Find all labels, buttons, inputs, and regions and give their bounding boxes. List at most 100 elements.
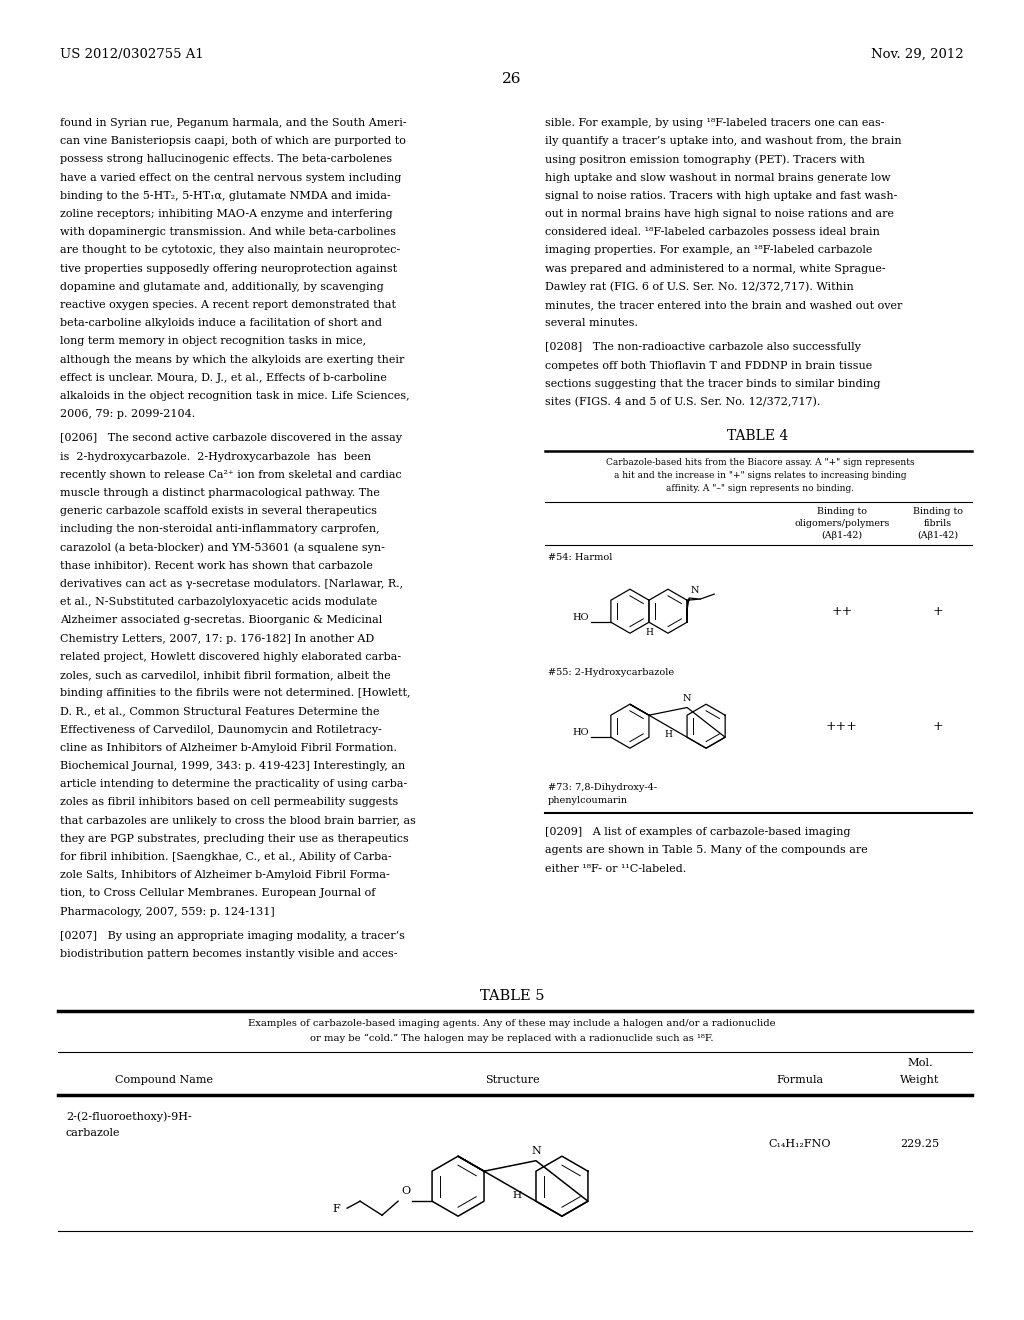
Text: generic carbazole scaffold exists in several therapeutics: generic carbazole scaffold exists in sev… <box>60 506 377 516</box>
Text: [0207]   By using an appropriate imaging modality, a tracer’s: [0207] By using an appropriate imaging m… <box>60 931 404 941</box>
Text: [0209]   A list of examples of carbazole-based imaging: [0209] A list of examples of carbazole-b… <box>545 828 851 837</box>
Text: sections suggesting that the tracer binds to similar binding: sections suggesting that the tracer bind… <box>545 379 881 389</box>
Text: affinity. A "–" sign represents no binding.: affinity. A "–" sign represents no bindi… <box>666 484 854 494</box>
Text: D. R., et al., Common Structural Features Determine the: D. R., et al., Common Structural Feature… <box>60 706 380 717</box>
Text: using positron emission tomography (PET). Tracers with: using positron emission tomography (PET)… <box>545 154 865 165</box>
Text: for fibril inhibition. [Saengkhae, C., et al., Ability of Carba-: for fibril inhibition. [Saengkhae, C., e… <box>60 851 391 862</box>
Text: sites (FIGS. 4 and 5 of U.S. Ser. No. 12/372,717).: sites (FIGS. 4 and 5 of U.S. Ser. No. 12… <box>545 397 820 408</box>
Text: zoles as fibril inhibitors based on cell permeability suggests: zoles as fibril inhibitors based on cell… <box>60 797 398 808</box>
Text: possess strong hallucinogenic effects. The beta-carbolenes: possess strong hallucinogenic effects. T… <box>60 154 392 165</box>
Text: [0208]   The non-radioactive carbazole also successfully: [0208] The non-radioactive carbazole als… <box>545 342 861 352</box>
Text: Structure: Structure <box>484 1076 540 1085</box>
Text: or may be “cold.” The halogen may be replaced with a radionuclide such as ¹⁸F.: or may be “cold.” The halogen may be rep… <box>310 1034 714 1043</box>
Text: either ¹⁸F- or ¹¹C-labeled.: either ¹⁸F- or ¹¹C-labeled. <box>545 863 686 874</box>
Text: competes off both Thioflavin T and FDDNP in brain tissue: competes off both Thioflavin T and FDDNP… <box>545 360 872 371</box>
Text: high uptake and slow washout in normal brains generate low: high uptake and slow washout in normal b… <box>545 173 891 182</box>
Text: Nov. 29, 2012: Nov. 29, 2012 <box>871 48 964 61</box>
Text: +: + <box>933 719 943 733</box>
Text: Binding to: Binding to <box>817 507 867 516</box>
Text: although the means by which the alkyloids are exerting their: although the means by which the alkyloid… <box>60 355 404 364</box>
Text: including the non-steroidal anti-inflammatory carprofen,: including the non-steroidal anti-inflamm… <box>60 524 380 535</box>
Text: Biochemical Journal, 1999, 343: p. 419-423] Interestingly, an: Biochemical Journal, 1999, 343: p. 419-4… <box>60 762 406 771</box>
Text: N: N <box>683 694 691 704</box>
Text: dopamine and glutamate and, additionally, by scavenging: dopamine and glutamate and, additionally… <box>60 281 384 292</box>
Text: #73: 7,8-Dihydroxy-4-: #73: 7,8-Dihydroxy-4- <box>548 783 657 792</box>
Text: H: H <box>512 1191 521 1200</box>
Text: (Aβ1-42): (Aβ1-42) <box>821 531 862 540</box>
Text: long term memory in object recognition tasks in mice,: long term memory in object recognition t… <box>60 337 367 346</box>
Text: +: + <box>933 605 943 618</box>
Text: derivatives can act as γ-secretase modulators. [Narlawar, R.,: derivatives can act as γ-secretase modul… <box>60 579 403 589</box>
Text: #55: 2-Hydroxycarbazole: #55: 2-Hydroxycarbazole <box>548 668 674 677</box>
Text: Effectiveness of Carvedilol, Daunomycin and Rotiletracy-: Effectiveness of Carvedilol, Daunomycin … <box>60 725 382 735</box>
Text: carbazole: carbazole <box>66 1129 121 1138</box>
Text: tion, to Cross Cellular Membranes. European Journal of: tion, to Cross Cellular Membranes. Europ… <box>60 888 376 899</box>
Text: HO: HO <box>572 612 589 622</box>
Text: that carbazoles are unlikely to cross the blood brain barrier, as: that carbazoles are unlikely to cross th… <box>60 816 416 825</box>
Text: Carbazole-based hits from the Biacore assay. A "+" sign represents: Carbazole-based hits from the Biacore as… <box>605 458 914 467</box>
Text: 229.25: 229.25 <box>900 1139 940 1150</box>
Text: Binding to: Binding to <box>913 507 963 516</box>
Text: ++: ++ <box>831 605 853 618</box>
Text: H: H <box>645 628 653 638</box>
Text: +++: +++ <box>826 719 858 733</box>
Text: zoles, such as carvedilol, inhibit fibril formation, albeit the: zoles, such as carvedilol, inhibit fibri… <box>60 671 391 680</box>
Text: TABLE 4: TABLE 4 <box>727 429 788 444</box>
Text: N: N <box>531 1146 541 1156</box>
Text: Dawley rat (FIG. 6 of U.S. Ser. No. 12/372,717). Within: Dawley rat (FIG. 6 of U.S. Ser. No. 12/3… <box>545 281 854 292</box>
Text: 2-(2-fluoroethoxy)-9H-: 2-(2-fluoroethoxy)-9H- <box>66 1111 191 1122</box>
Text: imaging properties. For example, an ¹⁸F-labeled carbazole: imaging properties. For example, an ¹⁸F-… <box>545 246 872 255</box>
Text: recently shown to release Ca²⁺ ion from skeletal and cardiac: recently shown to release Ca²⁺ ion from … <box>60 470 401 479</box>
Text: found in Syrian rue, Peganum harmala, and the South Ameri-: found in Syrian rue, Peganum harmala, an… <box>60 117 407 128</box>
Text: Compound Name: Compound Name <box>115 1076 213 1085</box>
Text: effect is unclear. Moura, D. J., et al., Effects of b-carboline: effect is unclear. Moura, D. J., et al.,… <box>60 372 387 383</box>
Text: 26: 26 <box>502 73 522 86</box>
Text: can vine Banisteriopsis caapi, both of which are purported to: can vine Banisteriopsis caapi, both of w… <box>60 136 406 147</box>
Text: binding affinities to the fibrils were not determined. [Howlett,: binding affinities to the fibrils were n… <box>60 688 411 698</box>
Text: are thought to be cytotoxic, they also maintain neuroprotec-: are thought to be cytotoxic, they also m… <box>60 246 400 255</box>
Text: alkaloids in the object recognition task in mice. Life Sciences,: alkaloids in the object recognition task… <box>60 391 410 401</box>
Text: US 2012/0302755 A1: US 2012/0302755 A1 <box>60 48 204 61</box>
Text: phenylcoumarin: phenylcoumarin <box>548 796 628 805</box>
Text: signal to noise ratios. Tracers with high uptake and fast wash-: signal to noise ratios. Tracers with hig… <box>545 191 897 201</box>
Text: related project, Howlett discovered highly elaborated carba-: related project, Howlett discovered high… <box>60 652 401 661</box>
Text: Mol.: Mol. <box>907 1059 933 1068</box>
Text: O: O <box>401 1187 411 1196</box>
Text: minutes, the tracer entered into the brain and washed out over: minutes, the tracer entered into the bra… <box>545 300 902 310</box>
Text: biodistribution pattern becomes instantly visible and acces-: biodistribution pattern becomes instantl… <box>60 949 397 960</box>
Text: C₁₄H₁₂FNO: C₁₄H₁₂FNO <box>769 1139 831 1150</box>
Text: thase inhibitor). Recent work has shown that carbazole: thase inhibitor). Recent work has shown … <box>60 561 373 572</box>
Text: fibrils: fibrils <box>924 519 952 528</box>
Text: Alzheimer associated g-secretas. Bioorganic & Medicinal: Alzheimer associated g-secretas. Bioorga… <box>60 615 382 626</box>
Text: Chemistry Letters, 2007, 17: p. 176-182] In another AD: Chemistry Letters, 2007, 17: p. 176-182]… <box>60 634 374 644</box>
Text: a hit and the increase in "+" signs relates to increasing binding: a hit and the increase in "+" signs rela… <box>613 471 906 480</box>
Text: muscle through a distinct pharmacological pathway. The: muscle through a distinct pharmacologica… <box>60 488 380 498</box>
Text: reactive oxygen species. A recent report demonstrated that: reactive oxygen species. A recent report… <box>60 300 396 310</box>
Text: HO: HO <box>572 727 589 737</box>
Text: beta-carboline alkyloids induce a facilitation of short and: beta-carboline alkyloids induce a facili… <box>60 318 382 329</box>
Text: agents are shown in Table 5. Many of the compounds are: agents are shown in Table 5. Many of the… <box>545 845 867 855</box>
Text: 2006, 79: p. 2099-2104.: 2006, 79: p. 2099-2104. <box>60 409 196 420</box>
Text: F: F <box>333 1204 340 1214</box>
Text: have a varied effect on the central nervous system including: have a varied effect on the central nerv… <box>60 173 401 182</box>
Text: out in normal brains have high signal to noise rations and are: out in normal brains have high signal to… <box>545 209 894 219</box>
Text: (Aβ1-42): (Aβ1-42) <box>918 531 958 540</box>
Text: binding to the 5-HT₂, 5-HT₁α, glutamate NMDA and imida-: binding to the 5-HT₂, 5-HT₁α, glutamate … <box>60 191 391 201</box>
Text: is  2-hydroxycarbazole.  2-Hydroxycarbazole  has  been: is 2-hydroxycarbazole. 2-Hydroxycarbazol… <box>60 451 371 462</box>
Text: N: N <box>691 586 699 595</box>
Text: with dopaminergic transmission. And while beta-carbolines: with dopaminergic transmission. And whil… <box>60 227 396 238</box>
Text: oligomers/polymers: oligomers/polymers <box>795 519 890 528</box>
Text: several minutes.: several minutes. <box>545 318 638 329</box>
Text: zoline receptors; inhibiting MAO-A enzyme and interfering: zoline receptors; inhibiting MAO-A enzym… <box>60 209 392 219</box>
Text: [0206]   The second active carbazole discovered in the assay: [0206] The second active carbazole disco… <box>60 433 402 444</box>
Text: they are PGP substrates, precluding their use as therapeutics: they are PGP substrates, precluding thei… <box>60 834 409 843</box>
Text: TABLE 5: TABLE 5 <box>480 989 544 1003</box>
Text: zole Salts, Inhibitors of Alzheimer b-Amyloid Fibril Forma-: zole Salts, Inhibitors of Alzheimer b-Am… <box>60 870 390 880</box>
Text: #54: Harmol: #54: Harmol <box>548 553 612 562</box>
Text: considered ideal. ¹⁸F-labeled carbazoles possess ideal brain: considered ideal. ¹⁸F-labeled carbazoles… <box>545 227 880 238</box>
Text: ily quantify a tracer’s uptake into, and washout from, the brain: ily quantify a tracer’s uptake into, and… <box>545 136 901 147</box>
Text: article intending to determine the practicality of using carba-: article intending to determine the pract… <box>60 779 408 789</box>
Text: Formula: Formula <box>776 1076 823 1085</box>
Text: tive properties supposedly offering neuroprotection against: tive properties supposedly offering neur… <box>60 264 397 273</box>
Text: cline as Inhibitors of Alzheimer b-Amyloid Fibril Formation.: cline as Inhibitors of Alzheimer b-Amylo… <box>60 743 397 752</box>
